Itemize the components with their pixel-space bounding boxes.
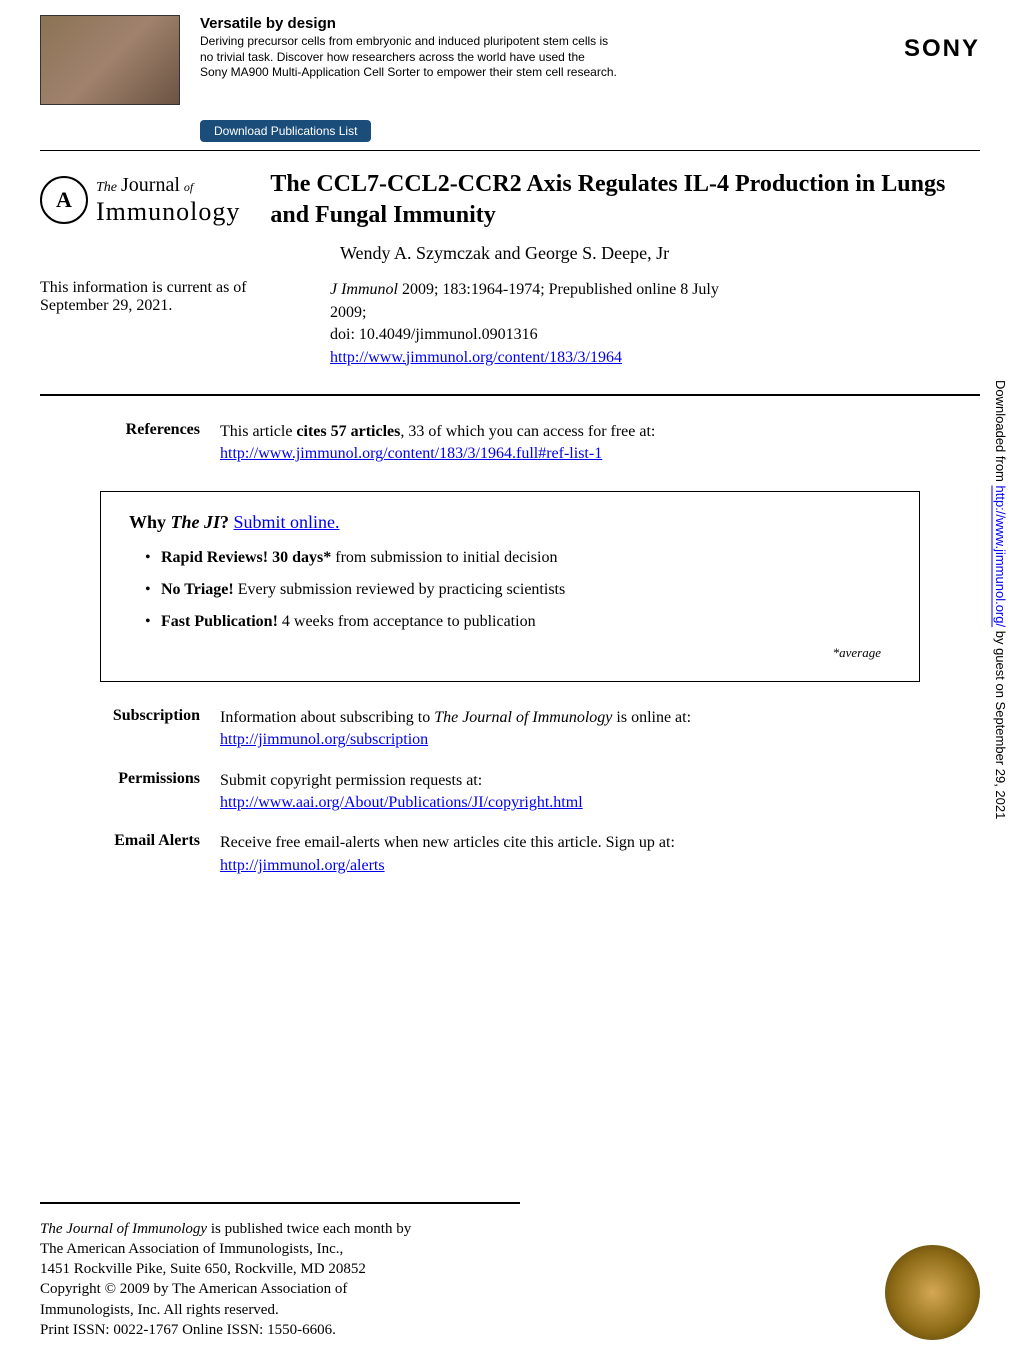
sub-before: Information about subscribing to — [220, 709, 434, 726]
why-b2-rest: Every submission reviewed by practicing … — [234, 581, 565, 598]
email-alerts-label: Email Alerts — [60, 832, 200, 877]
logo-journal: Journal — [121, 174, 180, 196]
citation-rest: 2009; 183:1964-1974; Prepublished online… — [402, 281, 719, 298]
why-prefix: Why — [129, 512, 171, 532]
sponsor-logo: SONY — [904, 35, 980, 63]
authors: Wendy A. Szymczak and George S. Deepe, J… — [0, 231, 1020, 264]
refs-text-before: This article — [220, 423, 296, 440]
footer-text: The Journal of Immunology is published t… — [40, 1219, 520, 1341]
sub-italic: The Journal of Immunology — [434, 709, 612, 726]
why-italic: The JI — [171, 512, 221, 532]
logo-badge: A — [40, 176, 88, 224]
banner-image — [40, 15, 180, 105]
banner-text: Versatile by design Deriving precursor c… — [200, 15, 884, 81]
permissions-url[interactable]: http://www.aai.org/About/Publications/JI… — [220, 794, 583, 811]
why-q: ? — [220, 512, 234, 532]
references-content: This article cites 57 articles, 33 of wh… — [220, 421, 960, 466]
subscription-url[interactable]: http://jimmunol.org/subscription — [220, 731, 428, 748]
permissions-row: Permissions Submit copyright permission … — [0, 770, 1020, 815]
why-title: Why The JI? Submit online. — [129, 512, 891, 533]
banner-title: Versatile by design — [200, 15, 884, 32]
alerts-text: Receive free email-alerts when new artic… — [220, 834, 675, 851]
footer-l1-rest: is published twice each month by — [207, 1221, 411, 1237]
logo-the: The — [96, 180, 117, 195]
subscription-label: Subscription — [60, 707, 200, 752]
why-b3-rest: 4 weeks from acceptance to publication — [278, 613, 536, 630]
subscription-row: Subscription Information about subscribi… — [0, 707, 1020, 752]
citation: J Immunol 2009; 183:1964-1974; Prepublis… — [330, 279, 980, 369]
download-button[interactable]: Download Publications List — [200, 120, 371, 142]
logo-of: of — [184, 180, 193, 194]
references-url[interactable]: http://www.jimmunol.org/content/183/3/19… — [220, 445, 602, 462]
permissions-label: Permissions — [60, 770, 200, 815]
sidebar-before: Downloaded from — [993, 380, 1008, 486]
refs-bold: cites 57 articles — [296, 423, 400, 440]
why-bullet-3: Fast Publication! 4 weeks from acceptanc… — [145, 613, 891, 631]
email-alerts-row: Email Alerts Receive free email-alerts w… — [0, 832, 1020, 877]
article-url[interactable]: http://www.jimmunol.org/content/183/3/19… — [330, 349, 622, 366]
citation-journal: J Immunol — [330, 281, 398, 298]
main-header: A The Journal of Immunology The CCL7-CCL… — [0, 159, 1020, 231]
subscription-content: Information about subscribing to The Jou… — [220, 707, 960, 752]
divider — [40, 150, 980, 151]
sidebar-download-info: Downloaded from http://www.jimmunol.org/… — [993, 380, 1008, 819]
footer-l5: Immunologists, Inc. All rights reserved. — [40, 1302, 279, 1318]
why-b1-rest: from submission to initial decision — [331, 549, 557, 566]
footer-l6: Print ISSN: 0022-1767 Online ISSN: 1550-… — [40, 1322, 336, 1338]
perm-text: Submit copyright permission requests at: — [220, 772, 482, 789]
info-row: This information is current as of Septem… — [0, 264, 1020, 369]
sidebar-after: by guest on September 29, 2021 — [993, 627, 1008, 819]
citation-doi: doi: 10.4049/jimmunol.0901316 — [330, 326, 538, 343]
refs-text-after: , 33 of which you can access for free at… — [400, 423, 655, 440]
footer-divider — [40, 1202, 520, 1204]
banner-desc-1: Deriving precursor cells from embryonic … — [200, 34, 884, 50]
logo-text: The Journal of Immunology — [96, 174, 240, 227]
email-alerts-content: Receive free email-alerts when new artic… — [220, 832, 960, 877]
footer: The Journal of Immunology is published t… — [40, 1202, 980, 1341]
permissions-content: Submit copyright permission requests at:… — [220, 770, 960, 815]
why-b1-bold: Rapid Reviews! 30 days* — [161, 549, 331, 566]
journal-logo: A The Journal of Immunology — [40, 169, 240, 231]
current-info: This information is current as of Septem… — [40, 279, 300, 369]
why-list: Rapid Reviews! 30 days* from submission … — [129, 549, 891, 631]
why-b3-bold: Fast Publication! — [161, 613, 278, 630]
banner-desc-2: no trivial task. Discover how researcher… — [200, 50, 884, 66]
footer-l1-italic: The Journal of Immunology — [40, 1221, 207, 1237]
why-b2-bold: No Triage! — [161, 581, 234, 598]
divider-thick-1 — [40, 394, 980, 396]
footer-block: The Journal of Immunology is published t… — [40, 1202, 520, 1341]
citation-year: 2009; — [330, 304, 366, 321]
footer-l2: The American Association of Immunologist… — [40, 1241, 343, 1257]
why-average: *average — [129, 645, 891, 661]
sponsor-banner: Versatile by design Deriving precursor c… — [0, 0, 1020, 115]
logo-immunology: Immunology — [96, 197, 240, 226]
banner-desc-3: Sony MA900 Multi-Application Cell Sorter… — [200, 65, 884, 81]
footer-l3: 1451 Rockville Pike, Suite 650, Rockvill… — [40, 1261, 366, 1277]
submit-online-link[interactable]: Submit online. — [234, 512, 340, 532]
footer-l4: Copyright © 2009 by The American Associa… — [40, 1281, 347, 1297]
sub-after: is online at: — [612, 709, 691, 726]
why-bullet-1: Rapid Reviews! 30 days* from submission … — [145, 549, 891, 567]
why-bullet-2: No Triage! Every submission reviewed by … — [145, 581, 891, 599]
why-box: Why The JI? Submit online. Rapid Reviews… — [100, 491, 920, 682]
sidebar-link[interactable]: http://www.jimmunol.org/ — [993, 486, 1008, 628]
article-title: The CCL7-CCL2-CCR2 Axis Regulates IL-4 P… — [270, 169, 980, 231]
email-alerts-url[interactable]: http://jimmunol.org/alerts — [220, 857, 385, 874]
references-row: References This article cites 57 article… — [0, 421, 1020, 466]
immunologists-seal-icon — [885, 1245, 980, 1340]
references-label: References — [60, 421, 200, 466]
